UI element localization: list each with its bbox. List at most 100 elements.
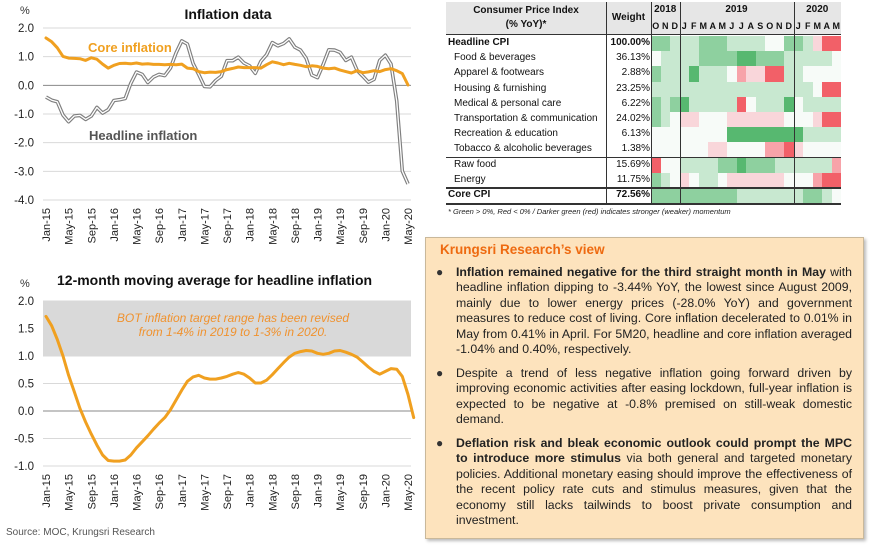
heatmap-cell bbox=[651, 127, 661, 143]
month-header: A bbox=[822, 18, 832, 34]
y-tick-label: 0.0 bbox=[18, 406, 34, 418]
heatmap-cell bbox=[831, 81, 842, 97]
heatmap-cell bbox=[755, 96, 766, 112]
x-tick-label: May-20 bbox=[403, 208, 415, 245]
heatmap-cell bbox=[784, 36, 794, 52]
heatmap-cell bbox=[831, 96, 842, 112]
heatmap-cell bbox=[698, 96, 709, 112]
heatmap-cell bbox=[774, 36, 785, 52]
chart-title: Inflation data bbox=[184, 6, 271, 22]
year-header: 2018 bbox=[651, 2, 680, 18]
heatmap-cell bbox=[746, 157, 756, 173]
heatmap-cell bbox=[793, 66, 804, 82]
x-tick-label: Jan-19 bbox=[313, 474, 325, 508]
table-footnote: * Green > 0%, Red < 0% / Darker green (r… bbox=[448, 207, 731, 217]
source-note: Source: MOC, Krungsri Research bbox=[6, 527, 155, 538]
x-tick-label: Jan-16 bbox=[109, 208, 121, 242]
heatmap-cell bbox=[679, 172, 690, 188]
heatmap-cell bbox=[831, 112, 842, 128]
x-tick-label: May-18 bbox=[267, 208, 279, 245]
y-tick-label: 1.5 bbox=[18, 324, 34, 336]
heatmap-cell bbox=[812, 36, 823, 52]
moving-average-chart: % 12-month moving average for headline i… bbox=[14, 272, 416, 511]
heatmap-cell bbox=[803, 188, 813, 204]
x-tick-label: May-19 bbox=[335, 208, 347, 245]
year-header: 2020 bbox=[793, 2, 841, 18]
heatmap-cell bbox=[651, 172, 661, 188]
heatmap-cell bbox=[660, 36, 671, 52]
x-tick-label: May-15 bbox=[64, 474, 76, 511]
heatmap-cell bbox=[679, 142, 690, 158]
group-divider bbox=[446, 156, 841, 159]
heatmap-cell bbox=[708, 142, 718, 158]
y-tick-label: -0.5 bbox=[14, 434, 34, 446]
row-weight: 6.22% bbox=[621, 97, 650, 109]
heatmap-cell bbox=[708, 127, 718, 143]
bullet-text: via both general and targeted monetary p… bbox=[456, 451, 852, 528]
heatmap-cell bbox=[746, 188, 756, 204]
heatmap-cell bbox=[793, 112, 804, 128]
x-tick-label: Sep-18 bbox=[290, 208, 302, 243]
heatmap-cell bbox=[765, 36, 775, 52]
row-label: Apparel & footwears bbox=[454, 67, 545, 79]
x-tick-label: Jan-20 bbox=[380, 474, 392, 508]
heatmap-cell bbox=[708, 157, 718, 173]
heatmap-cell bbox=[679, 112, 690, 128]
month-header: M bbox=[812, 18, 822, 34]
chart-title: 12-month moving average for headline inf… bbox=[57, 272, 372, 288]
y-tick-label: 2.0 bbox=[18, 296, 34, 308]
heatmap-cell bbox=[670, 51, 680, 67]
heatmap-cell bbox=[831, 36, 842, 52]
heatmap-cell bbox=[660, 96, 671, 112]
cpi-header-label: Consumer Price Index (% YoY)* bbox=[446, 2, 606, 34]
target-annotation-line2: from 1-4% in 2019 to 1-3% in 2020. bbox=[139, 325, 328, 339]
heatmap-cell bbox=[803, 81, 813, 97]
heatmap-cell bbox=[717, 36, 728, 52]
heatmap-cell bbox=[727, 51, 737, 67]
month-header: N bbox=[774, 18, 784, 34]
x-tick-label: Jan-19 bbox=[313, 208, 325, 242]
heatmap-cell bbox=[736, 172, 747, 188]
y-unit-label: % bbox=[20, 278, 30, 290]
heatmap-cell bbox=[793, 36, 804, 52]
heatmap-cell bbox=[660, 188, 671, 204]
heatmap-cell bbox=[670, 66, 680, 82]
month-header: O bbox=[765, 18, 775, 34]
view-bullet: ● Despite a trend of less negative infla… bbox=[436, 366, 852, 428]
bullet-bold: Deflation risk and bleak economic outloo… bbox=[456, 436, 852, 466]
heatmap-cell bbox=[727, 127, 737, 143]
row-weight: 11.75% bbox=[616, 173, 650, 185]
heatmap-cell bbox=[765, 81, 775, 97]
heatmap-cell bbox=[736, 81, 747, 97]
heatmap-cell bbox=[660, 66, 671, 82]
heatmap-cell bbox=[822, 96, 832, 112]
heatmap-cell bbox=[831, 51, 842, 67]
heatmap-cell bbox=[736, 112, 747, 128]
heatmap-cell bbox=[670, 127, 680, 143]
heatmap-cell bbox=[812, 127, 823, 143]
heatmap-cell bbox=[812, 172, 823, 188]
heatmap-cell bbox=[784, 112, 794, 128]
heatmap-cell bbox=[679, 96, 690, 112]
x-tick-label: Sep-17 bbox=[222, 474, 234, 509]
x-tick-label: Jan-15 bbox=[41, 474, 53, 508]
heatmap-cell bbox=[822, 66, 832, 82]
month-header: J bbox=[679, 18, 689, 34]
heatmap-cell bbox=[660, 157, 671, 173]
heatmap-cell bbox=[822, 157, 832, 173]
heatmap-cell bbox=[717, 112, 728, 128]
bullet-bold: Inflation remained negative for the thir… bbox=[456, 265, 826, 279]
x-tick-label: Sep-19 bbox=[358, 474, 370, 509]
headline-inflation-label: Headline inflation bbox=[89, 128, 197, 143]
heatmap-cell bbox=[679, 127, 690, 143]
heatmap-cell bbox=[689, 157, 699, 173]
y-tick-label: -1.0 bbox=[14, 461, 34, 473]
heatmap-cell bbox=[698, 172, 709, 188]
heatmap-cell bbox=[698, 112, 709, 128]
heatmap-cell bbox=[755, 81, 766, 97]
heatmap-cell bbox=[755, 36, 766, 52]
month-header: M bbox=[698, 18, 708, 34]
heatmap-cell bbox=[736, 96, 747, 112]
month-header: M bbox=[831, 18, 841, 34]
month-header: F bbox=[689, 18, 699, 34]
